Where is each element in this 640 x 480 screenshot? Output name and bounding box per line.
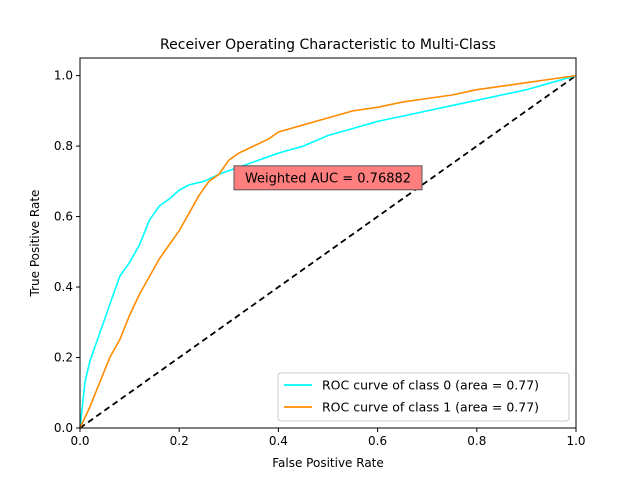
x-tick-label: 0.2 xyxy=(170,434,189,448)
y-axis-ticks: 0.0 0.2 0.4 0.6 0.8 1.0 xyxy=(54,69,80,435)
x-tick-label: 0.4 xyxy=(269,434,288,448)
x-axis-label: False Positive Rate xyxy=(272,456,384,470)
legend: ROC curve of class 0 (area = 0.77) ROC cu… xyxy=(277,372,570,422)
annotation-text: Weighted AUC = 0.76882 xyxy=(245,171,411,186)
plot-frame xyxy=(79,57,577,429)
roc-curve-class-1 xyxy=(79,74,577,429)
y-axis-label: True Positive Rate xyxy=(28,190,42,298)
y-tick-label: 0.4 xyxy=(54,280,73,294)
y-tick-label: 0.0 xyxy=(54,421,73,435)
plot-area xyxy=(79,57,577,429)
y-tick-label: 0.8 xyxy=(54,139,73,153)
plot-background xyxy=(80,58,576,428)
chart-title: Receiver Operating Characteristic to Mul… xyxy=(160,37,496,53)
y-tick-label: 0.6 xyxy=(54,210,73,224)
y-tick-label: 1.0 xyxy=(54,69,73,83)
x-tick-label: 0.6 xyxy=(368,434,387,448)
x-tick-label: 0.0 xyxy=(70,434,89,448)
annotation-layer: Weighted AUC = 0.76882 xyxy=(233,165,423,191)
legend-box xyxy=(277,372,570,422)
legend-label-class-0: ROC curve of class 0 (area = 0.77) xyxy=(322,378,539,393)
x-tick-label: 0.8 xyxy=(467,434,486,448)
annotation-box xyxy=(233,165,423,191)
series-layer xyxy=(79,74,577,429)
y-tick-label: 0.2 xyxy=(54,351,73,365)
legend-label-class-1: ROC curve of class 1 (area = 0.77) xyxy=(322,400,539,415)
roc-curve-class-0 xyxy=(79,74,577,429)
reference-diagonal-line xyxy=(79,74,577,429)
x-axis-ticks: 0.0 0.2 0.4 0.6 0.8 1.0 xyxy=(70,428,586,448)
x-tick-label: 1.0 xyxy=(566,434,585,448)
